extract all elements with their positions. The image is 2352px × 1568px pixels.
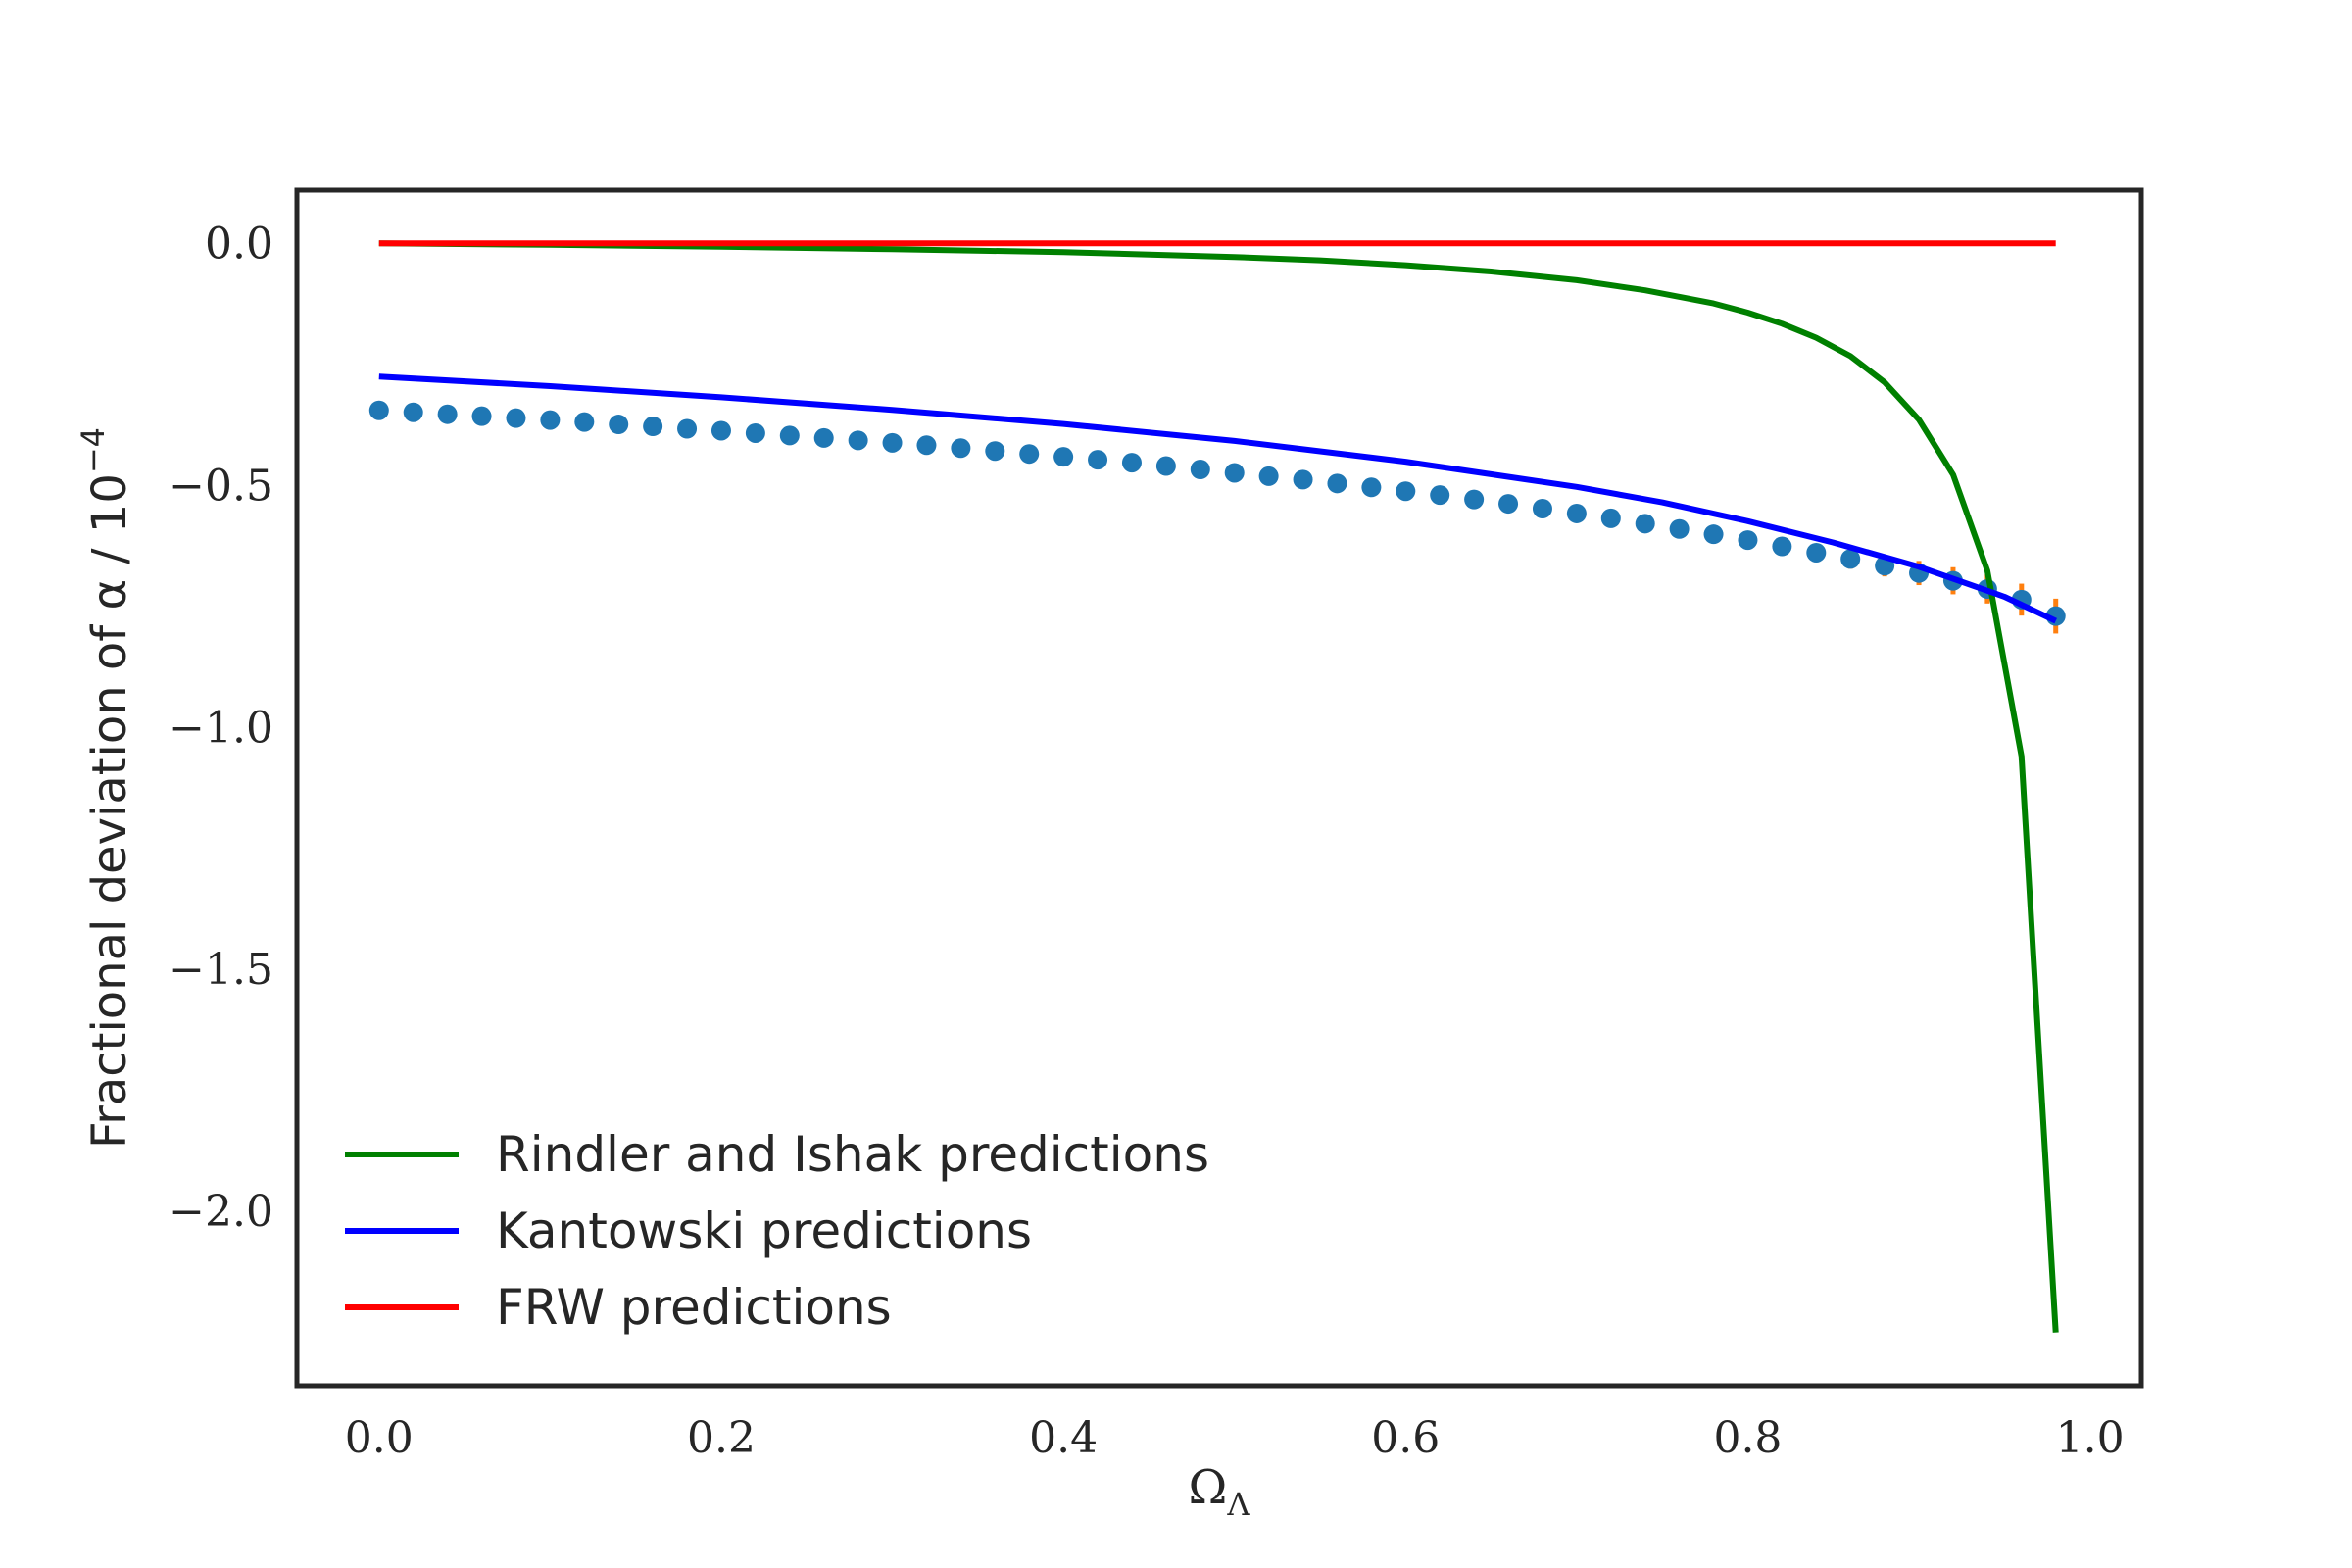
data-point bbox=[951, 438, 971, 459]
data-point bbox=[368, 400, 389, 420]
data-point bbox=[403, 402, 423, 422]
data-point bbox=[710, 420, 731, 441]
data-point bbox=[1224, 463, 1245, 483]
x-tick-label: 0.0 bbox=[345, 1413, 414, 1463]
x-tick-label: 0.4 bbox=[1029, 1413, 1098, 1463]
data-point bbox=[848, 430, 868, 451]
data-point bbox=[916, 435, 937, 456]
y-axis-ticks: 0.0 −0.5 −1.0 −1.5 −2.0 bbox=[169, 219, 273, 1237]
legend-label-kantowski: Kantowski predictions bbox=[496, 1202, 1032, 1259]
x-tick-label: 0.6 bbox=[1371, 1413, 1440, 1463]
legend: Rindler and Ishak predictions Kantowski … bbox=[345, 1126, 1209, 1336]
data-point bbox=[1121, 453, 1142, 473]
x-axis-label-main: Ω bbox=[1189, 1460, 1228, 1515]
data-point bbox=[1430, 485, 1450, 506]
y-tick-label: −2.0 bbox=[169, 1187, 273, 1237]
data-point bbox=[1566, 503, 1587, 523]
y-tick-label: 0.0 bbox=[205, 219, 273, 269]
legend-label-rindler: Rindler and Ishak predictions bbox=[496, 1126, 1209, 1183]
data-point bbox=[574, 412, 595, 432]
data-point bbox=[643, 416, 663, 437]
data-point bbox=[1019, 444, 1040, 465]
data-point bbox=[1054, 447, 1074, 467]
data-point bbox=[779, 425, 800, 446]
plot-frame bbox=[294, 187, 2144, 1389]
data-point bbox=[1155, 456, 1176, 476]
data-point bbox=[1293, 469, 1313, 490]
data-point bbox=[1464, 489, 1485, 510]
y-axis-label-main: Fractional deviation of α / 10 bbox=[82, 473, 137, 1149]
x-axis-ticks: 0.0 0.2 0.4 0.6 0.8 1.0 bbox=[345, 1413, 2125, 1463]
data-point bbox=[1703, 524, 1724, 545]
x-axis-label-sub: Λ bbox=[1226, 1486, 1250, 1523]
y-axis-label: Fractional deviation of α / 10−4 bbox=[74, 427, 137, 1149]
data-point bbox=[813, 427, 834, 448]
data-point bbox=[1396, 481, 1416, 502]
data-point bbox=[1806, 542, 1827, 563]
legend-label-frw: FRW predictions bbox=[496, 1279, 892, 1336]
data-point bbox=[1088, 450, 1108, 470]
data-point bbox=[1600, 508, 1621, 528]
data-point bbox=[985, 441, 1005, 462]
data-point bbox=[1669, 518, 1690, 539]
x-tick-label: 1.0 bbox=[2056, 1413, 2125, 1463]
data-point bbox=[1738, 530, 1758, 551]
data-point bbox=[506, 408, 526, 428]
series-layer bbox=[368, 240, 2066, 1333]
data-point bbox=[1635, 514, 1655, 534]
data-point bbox=[1840, 549, 1861, 569]
data-point bbox=[1327, 473, 1348, 494]
data-point bbox=[1190, 459, 1210, 479]
data-point bbox=[471, 406, 492, 426]
data-point bbox=[677, 418, 698, 439]
data-point bbox=[1772, 536, 1792, 557]
data-point bbox=[1258, 466, 1279, 486]
x-tick-label: 0.8 bbox=[1713, 1413, 1782, 1463]
data-point bbox=[1532, 499, 1552, 519]
series-line-kantowski-predictions bbox=[378, 373, 2057, 624]
x-axis-label: ΩΛ bbox=[1189, 1460, 1251, 1523]
y-tick-label: −0.5 bbox=[169, 461, 273, 511]
data-point bbox=[437, 404, 458, 424]
series-points-measured-points bbox=[368, 400, 2066, 634]
data-point bbox=[1361, 477, 1382, 498]
data-point bbox=[609, 415, 629, 435]
y-tick-label: −1.0 bbox=[169, 703, 273, 753]
data-point bbox=[540, 410, 561, 430]
data-point bbox=[1498, 494, 1519, 514]
data-point bbox=[882, 432, 903, 453]
x-tick-label: 0.2 bbox=[687, 1413, 756, 1463]
y-axis-label-sup: −4 bbox=[74, 427, 112, 473]
y-tick-label: −1.5 bbox=[169, 945, 273, 995]
data-point bbox=[745, 422, 765, 443]
series-line-rindler-and-ishak-predictions bbox=[378, 240, 2059, 1333]
